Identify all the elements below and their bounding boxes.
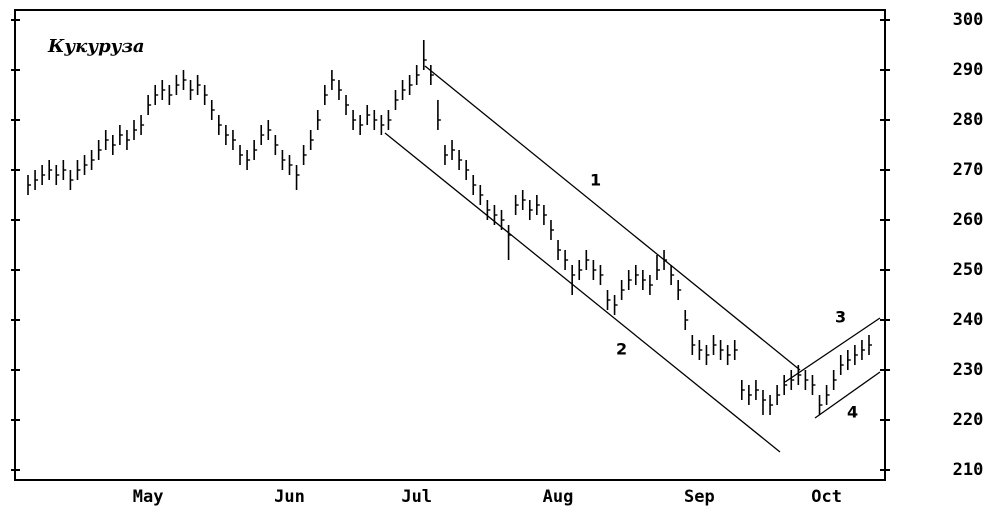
y-tick-label: 270 [953, 160, 984, 180]
x-tick-label: May [133, 487, 164, 507]
chart-title: Кукуруза [47, 36, 145, 57]
y-tick-label: 280 [953, 110, 984, 130]
x-tick-label: Aug [543, 487, 574, 507]
y-tick-label: 210 [953, 460, 984, 480]
y-tick-label: 300 [953, 10, 984, 30]
y-tick-label: 230 [953, 360, 984, 380]
x-tick-label: Oct [811, 487, 842, 507]
plot-frame [14, 9, 886, 481]
trend-lines [384, 65, 881, 453]
annotation: 3 [835, 308, 846, 327]
y-tick-label: 220 [953, 410, 984, 430]
channel-line [424, 65, 801, 371]
y-tick-label: 250 [953, 260, 984, 280]
x-tick-label: Sep [684, 487, 715, 507]
y-tick-label: 240 [953, 310, 984, 330]
channel-line [814, 371, 881, 419]
x-tick-label: Jun [274, 487, 305, 507]
y-tick-label: 260 [953, 210, 984, 230]
x-tick-label: Jul [401, 487, 432, 507]
annotation: 2 [616, 340, 627, 359]
annotation: 1 [590, 171, 601, 190]
channel-line [784, 317, 881, 383]
annotation: 4 [847, 403, 858, 422]
channel-line [384, 132, 781, 453]
y-tick-label: 290 [953, 60, 984, 80]
